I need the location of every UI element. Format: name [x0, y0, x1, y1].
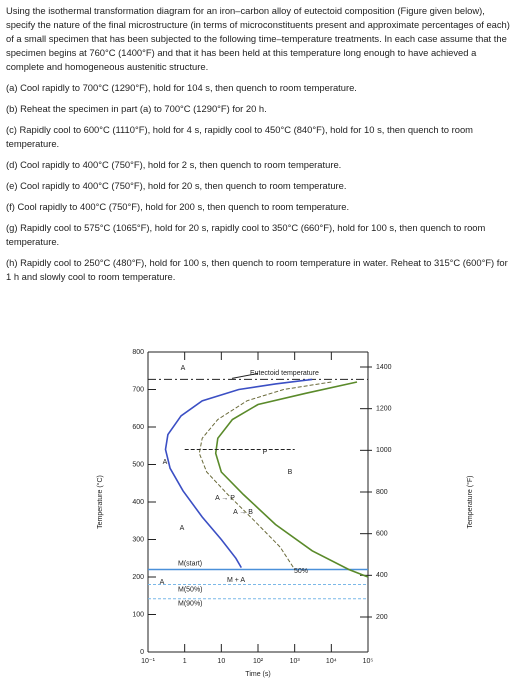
x-tick-label: 1 — [183, 658, 187, 665]
y2-tick-label: 600 — [376, 531, 388, 538]
reference-label: M(50%) — [178, 586, 203, 593]
y-tick-label: 0 — [140, 649, 144, 656]
y-tick-label: 100 — [132, 611, 144, 618]
ttt-chart: 0 100 200 300 400 500 600 700 800 200 400 600 800 100… — [96, 349, 474, 678]
y2-tick-label: 800 — [376, 489, 388, 496]
region-label: A — [163, 459, 168, 466]
x-tick-label: 10² — [253, 658, 264, 665]
problem-item: (d) Cool rapidly to 400°C (750°F), hold … — [6, 159, 342, 170]
region-label: A → B — [233, 509, 253, 516]
curve — [164, 378, 313, 569]
region-label: A → P — [215, 495, 235, 502]
x-tick-label: 10⁻¹ — [141, 658, 155, 665]
region-label: M + A — [227, 577, 245, 584]
reference-label: Eutectoid temperature — [250, 370, 319, 377]
problem-item: (h) Rapidly cool to 250°C (480°F), hold … — [6, 257, 508, 282]
y2-tick-label: 1000 — [376, 447, 392, 454]
x-tick-label: 10 — [217, 658, 225, 665]
problem-text: Using the isothermal transformation diag… — [6, 4, 514, 291]
x-tick-label: 10⁵ — [363, 658, 374, 665]
region-label: A — [181, 365, 186, 372]
region-label: B — [288, 469, 293, 476]
y-tick-label: 500 — [132, 461, 144, 468]
x-tick-label: 10³ — [290, 658, 301, 665]
y-tick-label: 300 — [132, 536, 144, 543]
region-label: A — [160, 579, 165, 586]
y2-tick-label: 400 — [376, 572, 388, 579]
reference-label: M(90%) — [178, 601, 203, 608]
y2-tick-label: 200 — [376, 614, 388, 621]
problem-item: (a) Cool rapidly to 700°C (1290°F), hold… — [6, 82, 357, 93]
region-label: A — [180, 525, 185, 532]
y-tick-label: 700 — [132, 386, 144, 393]
problem-item: (e) Cool rapidly to 400°C (750°F), hold … — [6, 180, 347, 191]
region-label: P — [263, 449, 268, 456]
curve — [214, 381, 369, 578]
y-tick-label: 600 — [132, 424, 144, 431]
y2-tick-label: 1200 — [376, 406, 392, 413]
y-tick-label: 200 — [132, 574, 144, 581]
y2-tick-label: 1400 — [376, 364, 392, 371]
problem-item: (b) Reheat the specimen in part (a) to 7… — [6, 103, 267, 114]
problem-item: (c) Rapidly cool to 600°C (1110°F), hold… — [6, 124, 473, 149]
label-arrow — [231, 372, 259, 379]
x-tick-label: 10⁴ — [326, 658, 337, 665]
y-tick-label: 400 — [132, 499, 144, 506]
y-axis-label: Temperature (°C) — [96, 475, 104, 529]
y2-axis-label: Temperature (°F) — [466, 476, 474, 529]
problem-intro: Using the isothermal transformation diag… — [6, 5, 510, 72]
problem-item: (g) Rapidly cool to 575°C (1065°F), hold… — [6, 222, 486, 247]
reference-label: M(start) — [178, 560, 202, 567]
problem-item: (f) Cool rapidly to 400°C (750°F), hold … — [6, 201, 350, 212]
y-tick-label: 800 — [132, 349, 144, 356]
x-axis-label: Time (s) — [245, 671, 270, 678]
region-label: 50% — [294, 568, 308, 575]
curve — [198, 381, 332, 570]
